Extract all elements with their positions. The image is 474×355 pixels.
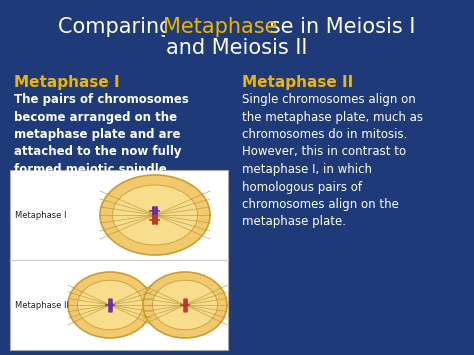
Text: and Meiosis II: and Meiosis II — [166, 38, 308, 58]
Ellipse shape — [153, 280, 218, 330]
Text: Single chromosomes align on
the metaphase plate, much as
chromosomes do in mitos: Single chromosomes align on the metaphas… — [242, 93, 423, 229]
FancyBboxPatch shape — [165, 16, 270, 38]
Text: The pairs of chromosomes
become arranged on the
metaphase plate and are
attached: The pairs of chromosomes become arranged… — [14, 93, 189, 176]
Ellipse shape — [100, 175, 210, 255]
Ellipse shape — [143, 272, 227, 338]
Text: Comparing Metaphase in Meiosis I: Comparing Metaphase in Meiosis I — [58, 17, 416, 37]
Text: Metaphase I: Metaphase I — [15, 211, 66, 219]
Ellipse shape — [77, 280, 143, 330]
Ellipse shape — [112, 185, 198, 245]
FancyBboxPatch shape — [10, 170, 228, 350]
Ellipse shape — [68, 272, 152, 338]
Text: Metaphase I: Metaphase I — [14, 75, 119, 90]
Text: Metaphase II: Metaphase II — [15, 300, 69, 310]
Text: Metaphase: Metaphase — [163, 17, 277, 37]
Text: Metaphase II: Metaphase II — [242, 75, 353, 90]
